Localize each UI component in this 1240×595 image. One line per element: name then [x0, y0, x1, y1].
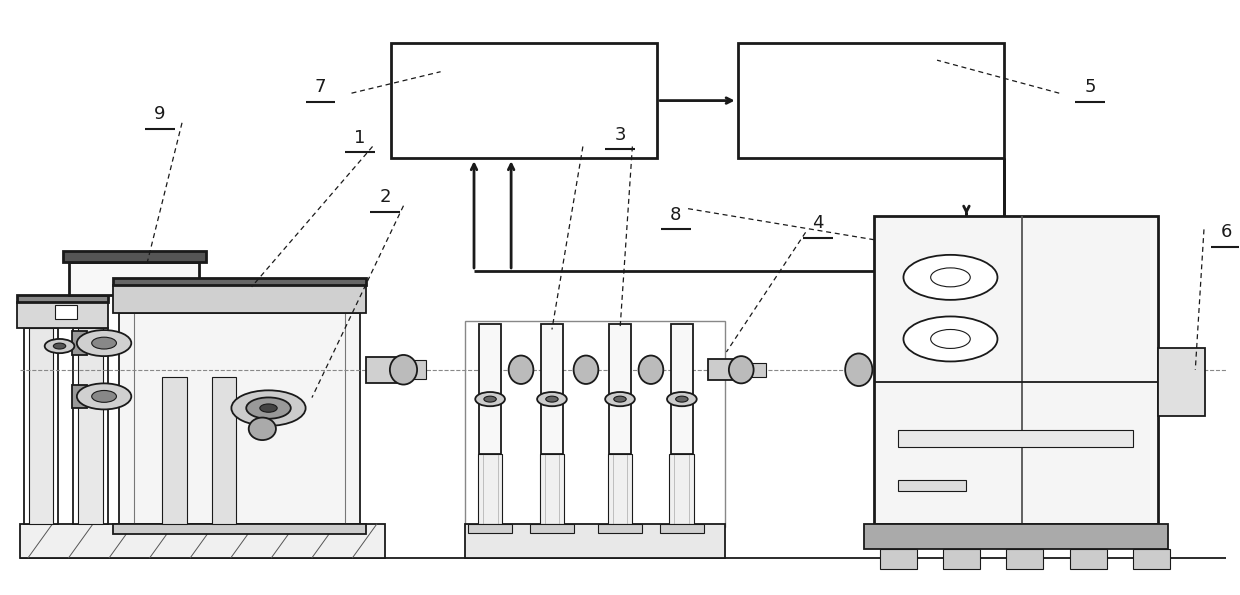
Circle shape	[475, 392, 505, 406]
Bar	[73, 328, 108, 524]
Circle shape	[614, 396, 626, 402]
Circle shape	[484, 396, 496, 402]
Bar	[78, 328, 103, 524]
Circle shape	[77, 383, 131, 409]
Text: 7: 7	[315, 79, 326, 96]
Ellipse shape	[249, 418, 277, 440]
Circle shape	[605, 392, 635, 406]
Bar	[467, 524, 512, 533]
Circle shape	[546, 396, 558, 402]
Bar	[72, 331, 87, 355]
Circle shape	[537, 392, 567, 406]
Circle shape	[232, 390, 305, 426]
Bar	[88, 334, 103, 353]
Circle shape	[667, 392, 697, 406]
Bar	[88, 387, 103, 406]
Ellipse shape	[389, 355, 417, 384]
Bar	[609, 324, 631, 454]
Bar	[541, 324, 563, 454]
Bar	[24, 328, 58, 524]
Bar	[864, 524, 1168, 549]
Bar	[63, 251, 206, 262]
Bar	[880, 549, 916, 569]
Bar	[162, 377, 187, 524]
Bar	[608, 454, 632, 524]
Bar	[55, 305, 77, 320]
Bar	[69, 262, 200, 295]
Bar	[598, 524, 642, 533]
Bar	[874, 216, 1158, 524]
Bar	[1070, 549, 1106, 569]
Bar	[660, 524, 704, 533]
Bar	[113, 285, 366, 314]
Bar	[72, 384, 87, 408]
Bar	[391, 43, 657, 158]
Circle shape	[904, 317, 997, 361]
Bar	[465, 524, 725, 558]
Ellipse shape	[508, 356, 533, 384]
Text: 1: 1	[355, 129, 366, 146]
Bar	[529, 524, 574, 533]
Circle shape	[676, 396, 688, 402]
Text: 5: 5	[1085, 79, 1096, 96]
Bar	[17, 302, 108, 328]
Text: 8: 8	[670, 206, 681, 224]
Bar	[898, 430, 1133, 447]
Text: 3: 3	[614, 126, 626, 143]
Text: 4: 4	[812, 214, 823, 233]
Text: 9: 9	[154, 105, 165, 123]
Bar	[898, 481, 966, 491]
Bar	[1007, 549, 1043, 569]
Bar	[1133, 549, 1169, 569]
Bar	[29, 328, 53, 524]
Text: 6: 6	[1220, 223, 1231, 242]
Bar	[944, 549, 980, 569]
Circle shape	[53, 343, 66, 349]
Bar	[113, 278, 366, 285]
Bar	[17, 295, 108, 302]
Bar	[708, 359, 735, 380]
Circle shape	[247, 397, 290, 419]
Bar	[119, 314, 360, 524]
Ellipse shape	[639, 356, 663, 384]
Ellipse shape	[729, 356, 754, 383]
Bar	[1158, 348, 1205, 416]
Bar	[539, 454, 564, 524]
Bar	[113, 524, 366, 534]
Bar	[366, 357, 397, 383]
Bar	[20, 524, 384, 558]
Bar	[751, 362, 766, 377]
Ellipse shape	[574, 356, 599, 384]
Circle shape	[45, 339, 74, 353]
Circle shape	[92, 337, 117, 349]
Circle shape	[260, 404, 278, 412]
Bar	[465, 321, 725, 527]
Bar	[477, 454, 502, 524]
Bar	[670, 454, 694, 524]
Circle shape	[77, 330, 131, 356]
Bar	[671, 324, 693, 454]
Ellipse shape	[846, 353, 873, 386]
Circle shape	[904, 255, 997, 300]
Bar	[738, 43, 1003, 158]
Bar	[413, 361, 425, 379]
Bar	[212, 377, 237, 524]
Text: 2: 2	[379, 188, 391, 206]
Circle shape	[92, 390, 117, 402]
Bar	[479, 324, 501, 454]
